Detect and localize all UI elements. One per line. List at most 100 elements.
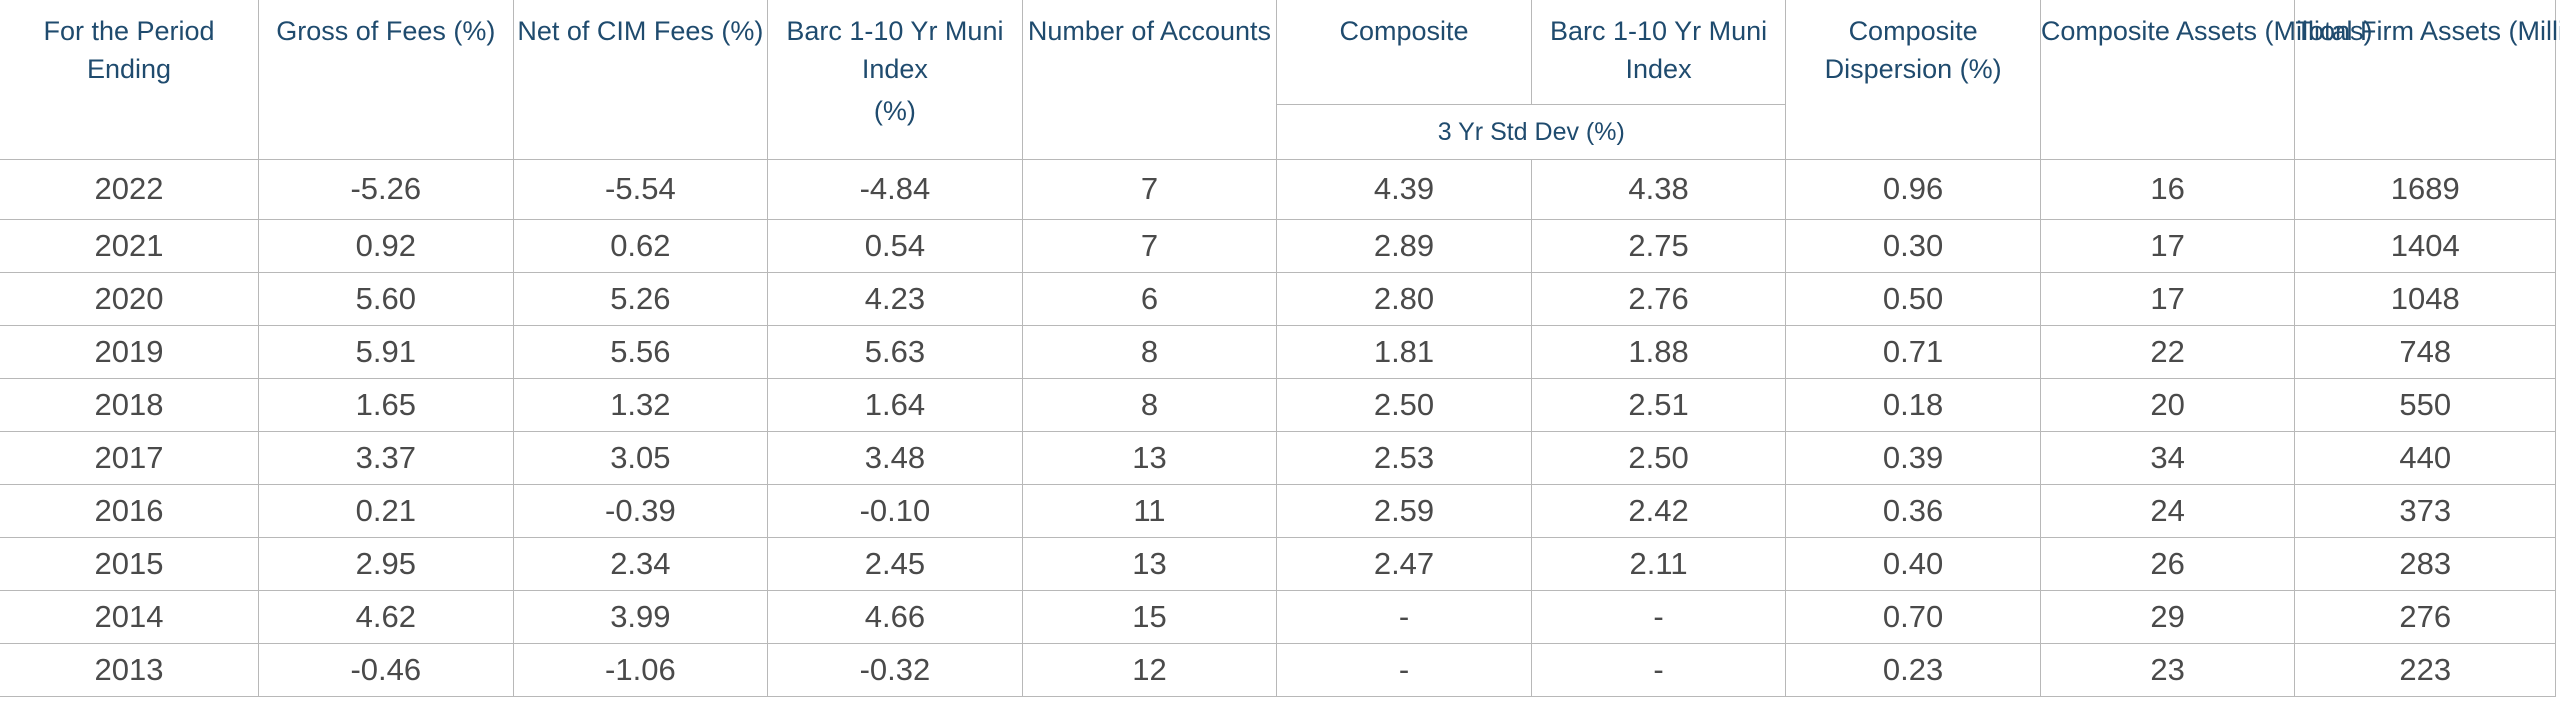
- cell-net: 3.99: [512, 589, 769, 644]
- cell-accounts: 6: [1021, 271, 1278, 326]
- cell-index: 4.66: [767, 589, 1023, 644]
- cell-accounts: 13: [1021, 536, 1278, 591]
- cell-net: -5.54: [512, 158, 769, 220]
- cell-composite-assets: 29: [2039, 589, 2296, 644]
- cell-gross: 4.62: [258, 589, 514, 644]
- header-gross-of-fees: Gross of Fees (%): [258, 0, 514, 160]
- cell-gross: 5.91: [258, 324, 514, 379]
- cell-composite-assets: 23: [2039, 642, 2296, 697]
- header-total-firm-assets: Total Firm Assets (Millions): [2294, 0, 2560, 160]
- table-header: For the Period Ending Gross of Fees (%) …: [0, 0, 2560, 160]
- cell-index-std-dev: -: [1530, 642, 1787, 697]
- cell-gross: 5.60: [258, 271, 514, 326]
- cell-composite-assets: 22: [2039, 324, 2296, 379]
- header-number-of-accounts: Number of Accounts: [1021, 0, 1278, 160]
- table-row: 2014 4.62 3.99 4.66 15- -0.70 29 276: [0, 589, 2556, 644]
- cell-firm-assets: 748: [2294, 324, 2556, 379]
- cell-year: 2020: [0, 271, 260, 326]
- table-row: 2022 -5.26 -5.54 -4.84 7 4.39 4.38 0.96 16 1689: [0, 158, 2556, 220]
- cell-index-std-dev: -: [1530, 589, 1787, 644]
- cell-index: -4.84: [767, 158, 1023, 220]
- cell-firm-assets: 276: [2294, 589, 2556, 644]
- header-std-dev-group: 3 Yr Std Dev (%): [1276, 103, 1787, 160]
- cell-accounts: 8: [1021, 377, 1278, 432]
- cell-composite-std-dev: 1.81: [1276, 324, 1532, 379]
- cell-dispersion: 0.70: [1785, 589, 2041, 644]
- cell-index: 2.45: [767, 536, 1023, 591]
- cell-index-std-dev: 4.38: [1530, 158, 1787, 220]
- cell-firm-assets: 223: [2294, 642, 2556, 697]
- cell-dispersion: 0.96: [1785, 158, 2041, 220]
- header-index-return: Barc 1-10 Yr Muni Index (%): [767, 0, 1023, 160]
- cell-composite-assets: 20: [2039, 377, 2296, 432]
- header-net-of-fees: Net of CIM Fees (%): [512, 0, 769, 160]
- cell-dispersion: 0.30: [1785, 218, 2041, 273]
- cell-net: 2.34: [512, 536, 769, 591]
- cell-composite-assets: 16: [2039, 158, 2296, 220]
- cell-net: 5.56: [512, 324, 769, 379]
- cell-net: -0.39: [512, 483, 769, 538]
- table-row: 2013 -0.46 -1.06 -0.32 12- -0.23 23 223: [0, 642, 2556, 697]
- cell-year: 2014: [0, 589, 260, 644]
- cell-accounts: 7: [1021, 158, 1278, 220]
- cell-index-std-dev: 2.11: [1530, 536, 1787, 591]
- cell-year: 2017: [0, 430, 260, 485]
- cell-gross: 0.21: [258, 483, 514, 538]
- cell-composite-std-dev: 2.47: [1276, 536, 1532, 591]
- table-row: 2021 0.92 0.62 0.54 7 2.89 2.75 0.30 17 1404: [0, 218, 2556, 273]
- cell-firm-assets: 373: [2294, 483, 2556, 538]
- header-composite-dispersion: Composite Dispersion (%): [1785, 0, 2041, 160]
- cell-net: 3.05: [512, 430, 769, 485]
- cell-gross: 1.65: [258, 377, 514, 432]
- cell-composite-assets: 24: [2039, 483, 2296, 538]
- cell-dispersion: 0.50: [1785, 271, 2041, 326]
- cell-composite-assets: 17: [2039, 218, 2296, 273]
- cell-gross: 0.92: [258, 218, 514, 273]
- cell-index: 0.54: [767, 218, 1023, 273]
- cell-dispersion: 0.40: [1785, 536, 2041, 591]
- cell-composite-std-dev: 2.53: [1276, 430, 1532, 485]
- cell-index: 4.23: [767, 271, 1023, 326]
- cell-composite-std-dev: 2.59: [1276, 483, 1532, 538]
- cell-index-std-dev: 2.50: [1530, 430, 1787, 485]
- table-row: 2020 5.60 5.26 4.23 6 2.80 2.76 0.50 17 1048: [0, 271, 2556, 326]
- cell-dispersion: 0.36: [1785, 483, 2041, 538]
- cell-accounts: 15: [1021, 589, 1278, 644]
- header-index-std-dev: Barc 1-10 Yr Muni Index: [1530, 0, 1787, 105]
- cell-index-std-dev: 2.51: [1530, 377, 1787, 432]
- cell-composite-assets: 34: [2039, 430, 2296, 485]
- table-row: 2018 1.65 1.32 1.64 8 2.50 2.51 0.18 20 550: [0, 377, 2556, 432]
- cell-composite-assets: 26: [2039, 536, 2296, 591]
- cell-firm-assets: 1689: [2294, 158, 2556, 220]
- cell-composite-std-dev: -: [1276, 589, 1532, 644]
- cell-composite-std-dev: 2.89: [1276, 218, 1532, 273]
- header-composite-std-dev: Composite: [1276, 0, 1532, 105]
- header-composite-assets: Composite Assets (Millions): [2039, 0, 2372, 160]
- cell-composite-std-dev: 2.50: [1276, 377, 1532, 432]
- cell-firm-assets: 1048: [2294, 271, 2556, 326]
- cell-accounts: 8: [1021, 324, 1278, 379]
- cell-gross: -0.46: [258, 642, 514, 697]
- cell-index: 5.63: [767, 324, 1023, 379]
- cell-gross: -5.26: [258, 158, 514, 220]
- cell-accounts: 13: [1021, 430, 1278, 485]
- table-row: 2016 0.21 -0.39 -0.10 11 2.59 2.42 0.36 24 373: [0, 483, 2556, 538]
- cell-net: 0.62: [512, 218, 769, 273]
- cell-net: 1.32: [512, 377, 769, 432]
- cell-dispersion: 0.18: [1785, 377, 2041, 432]
- cell-index-std-dev: 1.88: [1530, 324, 1787, 379]
- cell-dispersion: 0.39: [1785, 430, 2041, 485]
- cell-gross: 2.95: [258, 536, 514, 591]
- cell-firm-assets: 283: [2294, 536, 2556, 591]
- cell-year: 2016: [0, 483, 260, 538]
- header-index-return-name: Barc 1-10 Yr Muni Index: [786, 16, 1004, 84]
- cell-index-std-dev: 2.75: [1530, 218, 1787, 273]
- table-row: 2017 3.37 3.05 3.48 13 2.53 2.50 0.39 34 440: [0, 430, 2556, 485]
- cell-index: 1.64: [767, 377, 1023, 432]
- header-period: For the Period Ending: [0, 0, 260, 160]
- cell-year: 2015: [0, 536, 260, 591]
- performance-table: For the Period Ending Gross of Fees (%) …: [0, 0, 2560, 697]
- cell-index-std-dev: 2.42: [1530, 483, 1787, 538]
- cell-composite-assets: 17: [2039, 271, 2296, 326]
- cell-firm-assets: 550: [2294, 377, 2556, 432]
